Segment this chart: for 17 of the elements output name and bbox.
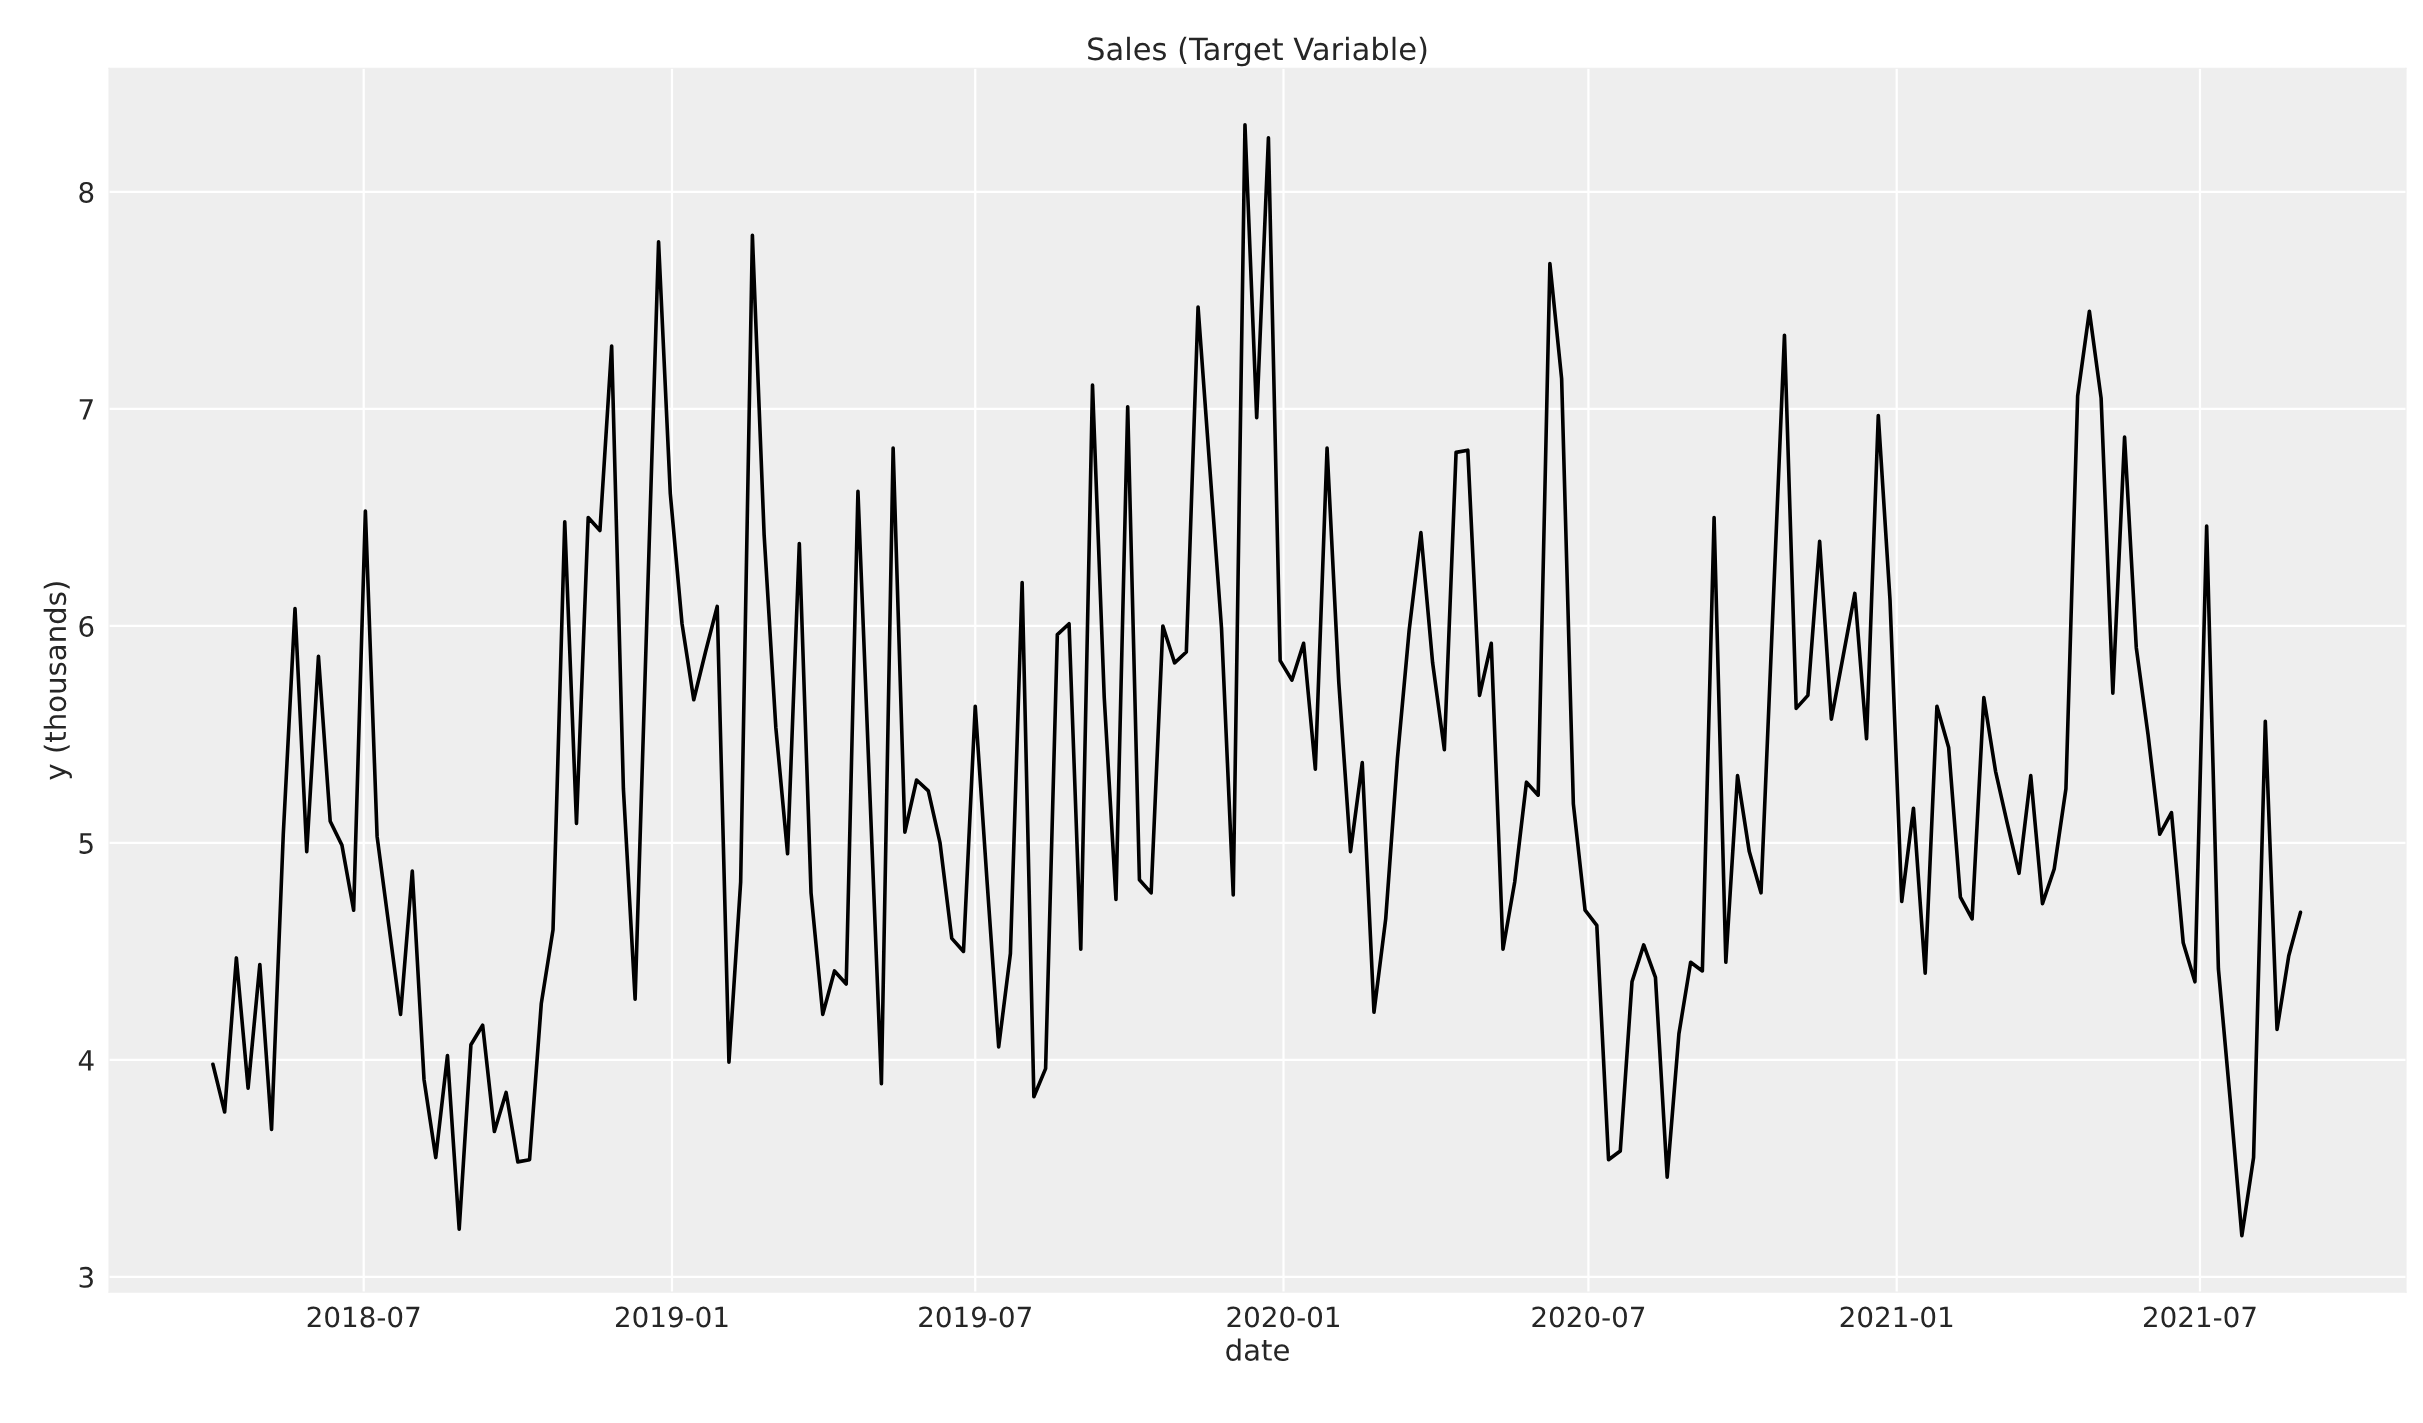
y-tick-label: 7 <box>79 399 93 420</box>
y-tick-label: 8 <box>79 181 94 203</box>
x-tick-label: 2019-07 <box>919 1306 1031 1328</box>
x-tick-label: 2020-07 <box>1532 1306 1645 1328</box>
y-tick-label: 6 <box>79 615 94 637</box>
x-tick-label: 2018-07 <box>307 1306 420 1328</box>
line-series <box>211 122 2303 1238</box>
y-tick-label: 4 <box>78 1050 94 1071</box>
x-tick-label: 2019-01 <box>615 1306 728 1328</box>
y-axis-title: y (thousands) <box>43 582 72 780</box>
y-tick-label: 5 <box>79 833 93 854</box>
x-tick-label: 2020-01 <box>1227 1306 1339 1328</box>
chart-title: Sales (Target Variable) <box>1088 36 1427 67</box>
x-axis-title: date <box>1226 1338 1289 1361</box>
x-tick-label: 2021-01 <box>1840 1306 1953 1328</box>
x-tick-label: 2021-07 <box>2143 1306 2256 1328</box>
y-tick-label: 3 <box>79 1266 93 1288</box>
